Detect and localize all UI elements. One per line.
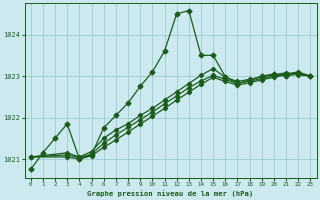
X-axis label: Graphe pression niveau de la mer (hPa): Graphe pression niveau de la mer (hPa) [87,190,254,197]
